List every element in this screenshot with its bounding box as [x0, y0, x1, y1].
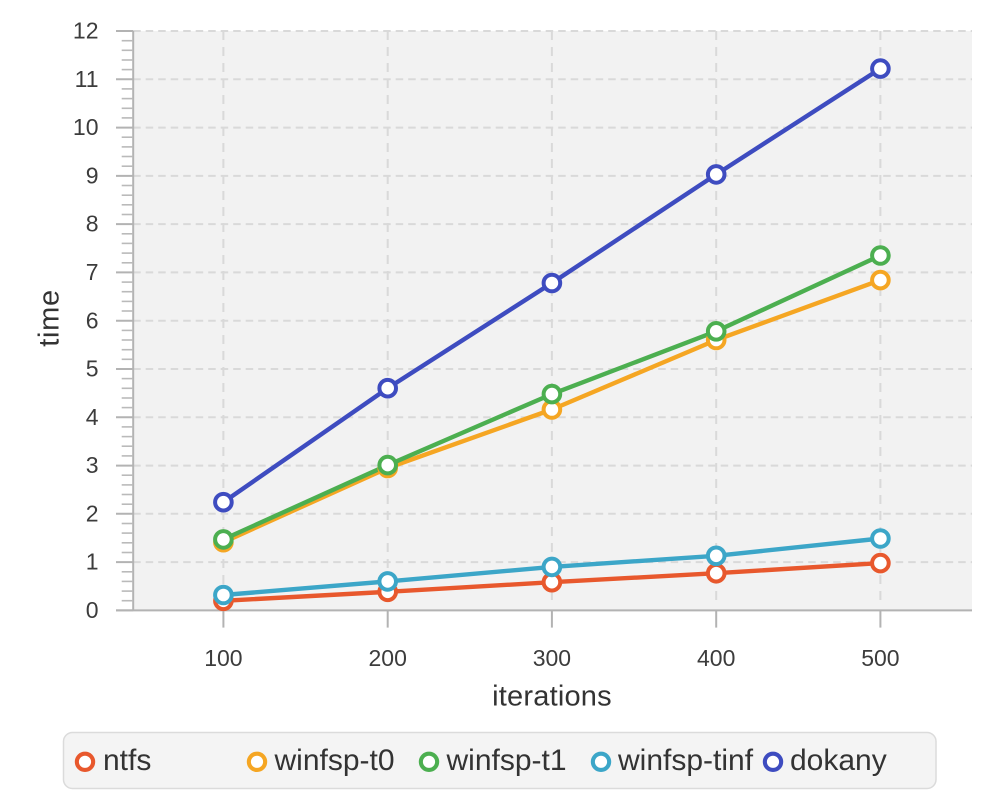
svg-text:8: 8 [86, 211, 99, 237]
svg-text:2: 2 [86, 500, 99, 526]
svg-text:500: 500 [861, 645, 899, 671]
svg-text:iterations: iterations [492, 681, 612, 713]
svg-text:3: 3 [86, 452, 99, 478]
svg-text:10: 10 [73, 114, 99, 140]
svg-text:0: 0 [86, 597, 99, 623]
svg-text:6: 6 [86, 307, 99, 333]
svg-text:dokany: dokany [790, 744, 887, 777]
svg-text:4: 4 [86, 404, 99, 430]
svg-text:9: 9 [86, 163, 99, 189]
svg-text:time: time [34, 289, 66, 347]
svg-text:100: 100 [204, 645, 242, 671]
svg-text:winfsp-tinf: winfsp-tinf [617, 744, 754, 777]
svg-text:5: 5 [86, 356, 99, 382]
svg-text:300: 300 [533, 645, 571, 671]
svg-text:200: 200 [369, 645, 407, 671]
svg-text:winfsp-t1: winfsp-t1 [446, 744, 567, 777]
svg-text:400: 400 [697, 645, 735, 671]
svg-text:winfsp-t0: winfsp-t0 [274, 744, 395, 777]
svg-text:12: 12 [73, 18, 99, 44]
svg-text:7: 7 [86, 259, 99, 285]
svg-text:11: 11 [75, 66, 99, 92]
svg-text:1: 1 [86, 549, 99, 575]
svg-text:ntfs: ntfs [103, 744, 151, 777]
